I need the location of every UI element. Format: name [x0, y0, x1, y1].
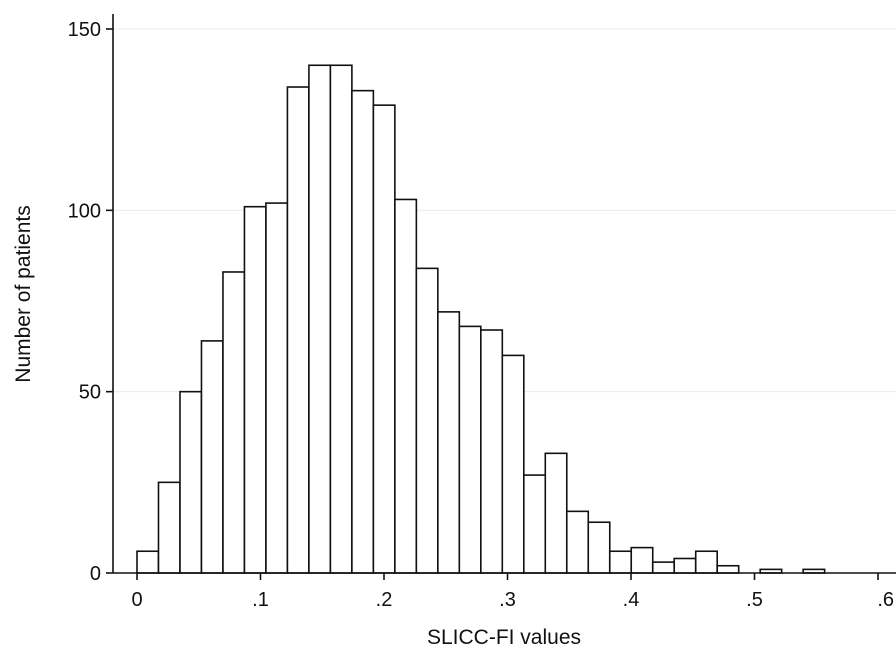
- histogram-bar: [329, 64, 353, 574]
- x-tick-label: .2: [376, 589, 393, 611]
- histogram-bar: [716, 564, 740, 574]
- x-tick-label: .6: [877, 589, 894, 611]
- histogram-bar: [673, 557, 697, 574]
- histogram-bar: [372, 104, 396, 574]
- histogram-bar: [608, 550, 633, 574]
- histogram-bar: [243, 205, 267, 574]
- histogram-bar: [501, 354, 525, 574]
- histogram-bar: [651, 561, 676, 574]
- histogram-bar: [308, 64, 332, 574]
- y-tick-label: 150: [68, 19, 101, 41]
- histogram-bars: [136, 64, 826, 574]
- histogram-bar: [458, 325, 482, 574]
- histogram-bar: [286, 86, 310, 574]
- histogram-bar: [265, 202, 289, 574]
- y-axis-ticks: 0 50 100 150: [68, 19, 113, 585]
- histogram-bar: [157, 481, 181, 574]
- histogram-bar: [480, 329, 504, 574]
- x-tick-label: .3: [499, 589, 516, 611]
- axes: [112, 14, 896, 574]
- histogram-bar: [694, 550, 719, 574]
- histogram-bar: [351, 89, 375, 574]
- histogram-bar: [136, 550, 160, 574]
- histogram-bar: [523, 474, 547, 574]
- x-axis-title: SLICC-FI values: [427, 626, 581, 649]
- histogram-bar: [179, 390, 203, 574]
- x-tick-label: .1: [252, 589, 269, 611]
- y-tick-label: 0: [90, 563, 101, 585]
- x-tick-label: 0: [131, 589, 142, 611]
- histogram-bar: [437, 311, 461, 574]
- histogram-bar: [630, 546, 654, 574]
- x-tick-label: .5: [746, 589, 763, 611]
- histogram-bar: [544, 452, 568, 574]
- histogram-bar: [415, 267, 439, 574]
- x-tick-label: .4: [623, 589, 640, 611]
- histogram-bar: [394, 198, 418, 574]
- histogram-bar: [587, 521, 611, 574]
- histogram-bar: [200, 340, 224, 574]
- y-tick-label: 100: [68, 200, 101, 222]
- y-axis-title: Number of patients: [12, 205, 35, 382]
- histogram-bar: [565, 510, 590, 574]
- x-axis-ticks: 0 .1 .2 .3 .4 .5 .6: [131, 573, 894, 611]
- histogram-bar: [222, 271, 246, 574]
- y-tick-label: 50: [79, 382, 101, 404]
